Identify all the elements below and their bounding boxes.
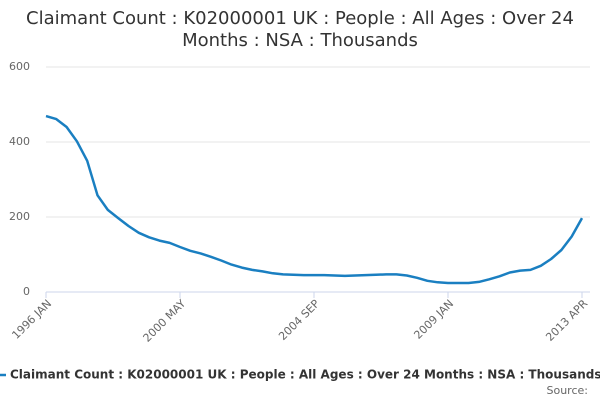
y-tick-label: 0 xyxy=(23,285,30,298)
chart-title: Claimant Count : K02000001 UK : People :… xyxy=(26,8,574,51)
y-tick-label: 600 xyxy=(9,60,30,73)
x-tick-label: 2009 JAN xyxy=(411,297,456,342)
x-tick-label: 2000 MAY xyxy=(141,297,189,345)
y-tick-label: 400 xyxy=(9,135,30,148)
source: Source: xyxy=(547,384,589,397)
x-tick-label: 2013 APR xyxy=(543,297,590,344)
x-tick-label: 1996 JAN xyxy=(9,297,54,342)
series-line xyxy=(45,114,584,285)
legend-text: Claimant Count : K02000001 UK : People :… xyxy=(10,368,600,382)
y-tick-label: 200 xyxy=(9,210,30,223)
x-tick-label: 2004 SEP xyxy=(276,297,322,343)
